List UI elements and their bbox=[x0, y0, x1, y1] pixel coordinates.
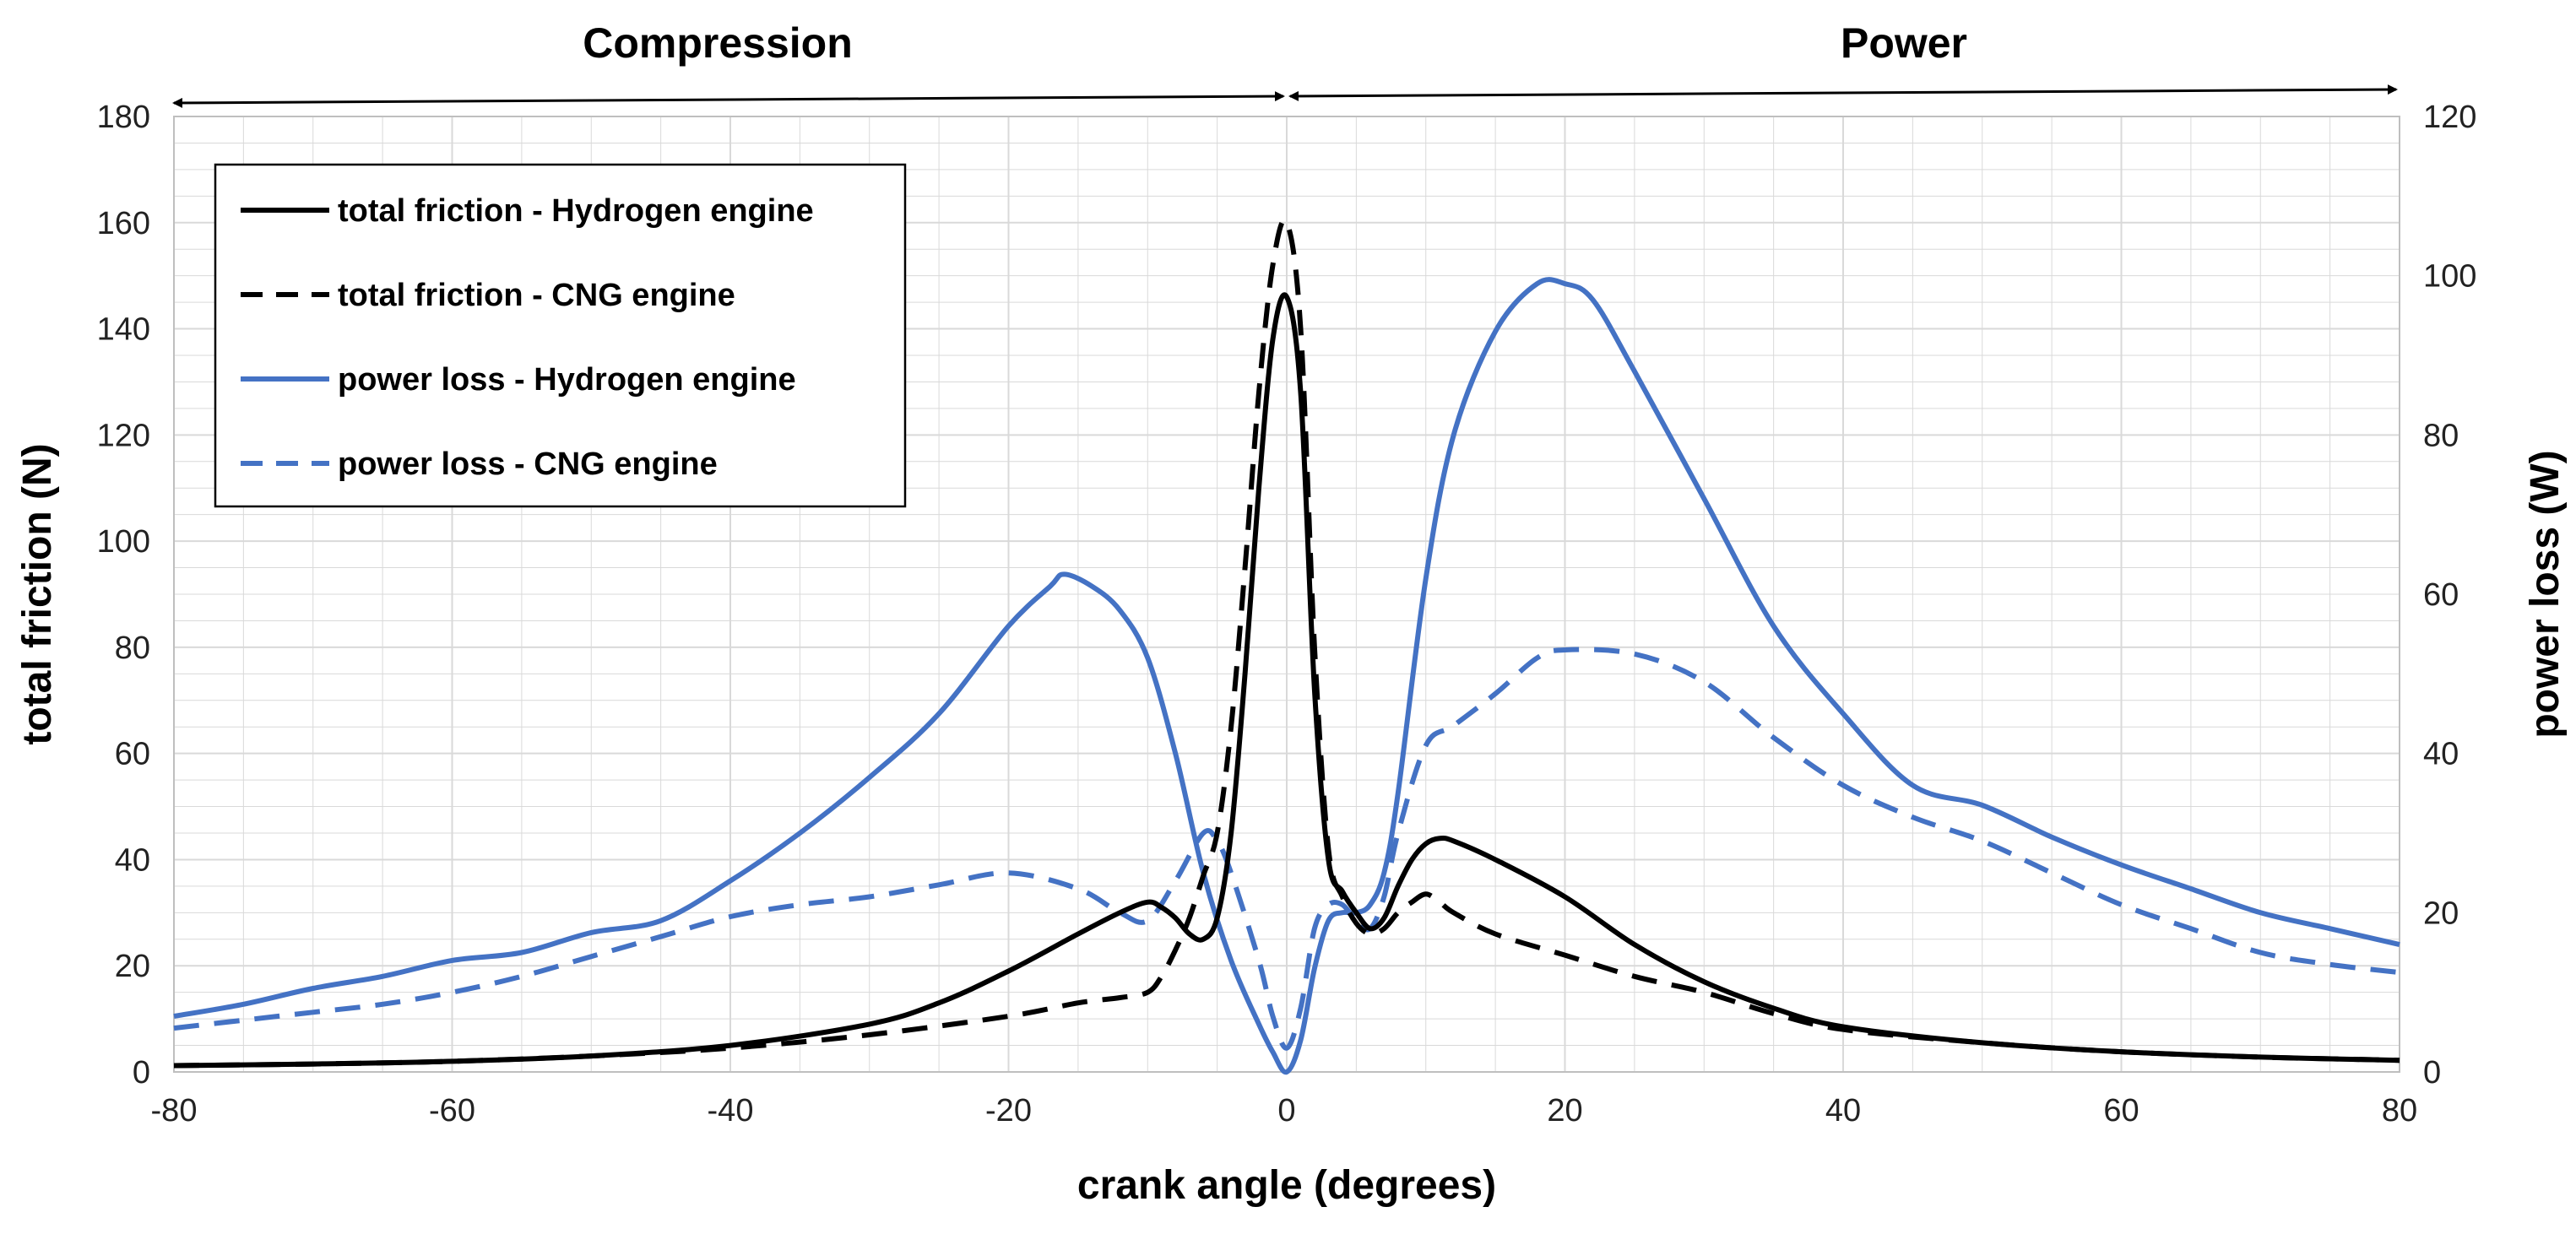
series-line-cng-power bbox=[173, 647, 2400, 1051]
y-right-tick-label: 0 bbox=[2423, 1055, 2441, 1091]
y-left-tick-label: 100 bbox=[97, 524, 150, 560]
legend-label-h2-friction: total friction - Hydrogen engine bbox=[338, 193, 814, 229]
y-right-tick-label: 40 bbox=[2423, 737, 2459, 772]
legend-label-cng-friction: total friction - CNG engine bbox=[338, 278, 735, 313]
phase-label-compression: Compression bbox=[583, 19, 853, 67]
x-tick-label: -40 bbox=[708, 1093, 754, 1128]
x-tick-label: 20 bbox=[1547, 1093, 1582, 1128]
y-right-tick-label: 20 bbox=[2423, 896, 2459, 931]
legend: total friction - Hydrogen engine total f… bbox=[214, 163, 907, 508]
y-axis-left-title: total friction (N) bbox=[15, 443, 60, 744]
x-axis-title: crank angle (degrees) bbox=[1077, 1163, 1496, 1208]
series-line-cng-friction bbox=[173, 218, 2400, 1069]
y-left-tick-label: 40 bbox=[115, 842, 150, 878]
x-tick-label: 40 bbox=[1825, 1093, 1861, 1128]
y-left-tick-label: 80 bbox=[115, 631, 150, 666]
x-tick-label: 0 bbox=[1277, 1093, 1295, 1128]
series-line-h2-friction bbox=[173, 292, 2400, 1069]
phase-arrow-compression bbox=[172, 91, 1285, 108]
y-axis-right-title: power loss (W) bbox=[2523, 450, 2568, 738]
legend-box bbox=[214, 163, 907, 508]
y-right-tick-label: 120 bbox=[2423, 100, 2476, 135]
legend-label-h2-power: power loss - Hydrogen engine bbox=[338, 362, 796, 398]
x-tick-label: -20 bbox=[985, 1093, 1032, 1128]
y-left-tick-label: 60 bbox=[115, 737, 150, 772]
series-group bbox=[173, 218, 2400, 1075]
y-left-tick-label: 180 bbox=[97, 100, 150, 135]
phase-arrow-power bbox=[1288, 84, 2398, 101]
y-left-tick-label: 0 bbox=[133, 1055, 150, 1091]
y-left-tick-label: 140 bbox=[97, 312, 150, 348]
y-left-tick-label: 120 bbox=[97, 418, 150, 453]
y-left-tick-label: 20 bbox=[115, 949, 150, 984]
y-right-tick-label: 60 bbox=[2423, 577, 2459, 613]
y-left-tick-label: 160 bbox=[97, 206, 150, 241]
x-tick-label: 60 bbox=[2103, 1093, 2139, 1128]
phase-label-power: Power bbox=[1841, 19, 1967, 67]
y-right-tick-label: 80 bbox=[2423, 418, 2459, 453]
tick-labels: -80 -60 -40 -20 0 20 40 60 800204060801001201401… bbox=[97, 100, 2477, 1128]
y-right-tick-label: 100 bbox=[2423, 259, 2476, 295]
legend-label-cng-power: power loss - CNG engine bbox=[338, 447, 718, 482]
x-tick-label: -80 bbox=[151, 1093, 198, 1128]
series-line-h2-power bbox=[173, 277, 2400, 1075]
x-tick-label: 80 bbox=[2382, 1093, 2417, 1128]
x-tick-label: -60 bbox=[429, 1093, 475, 1128]
